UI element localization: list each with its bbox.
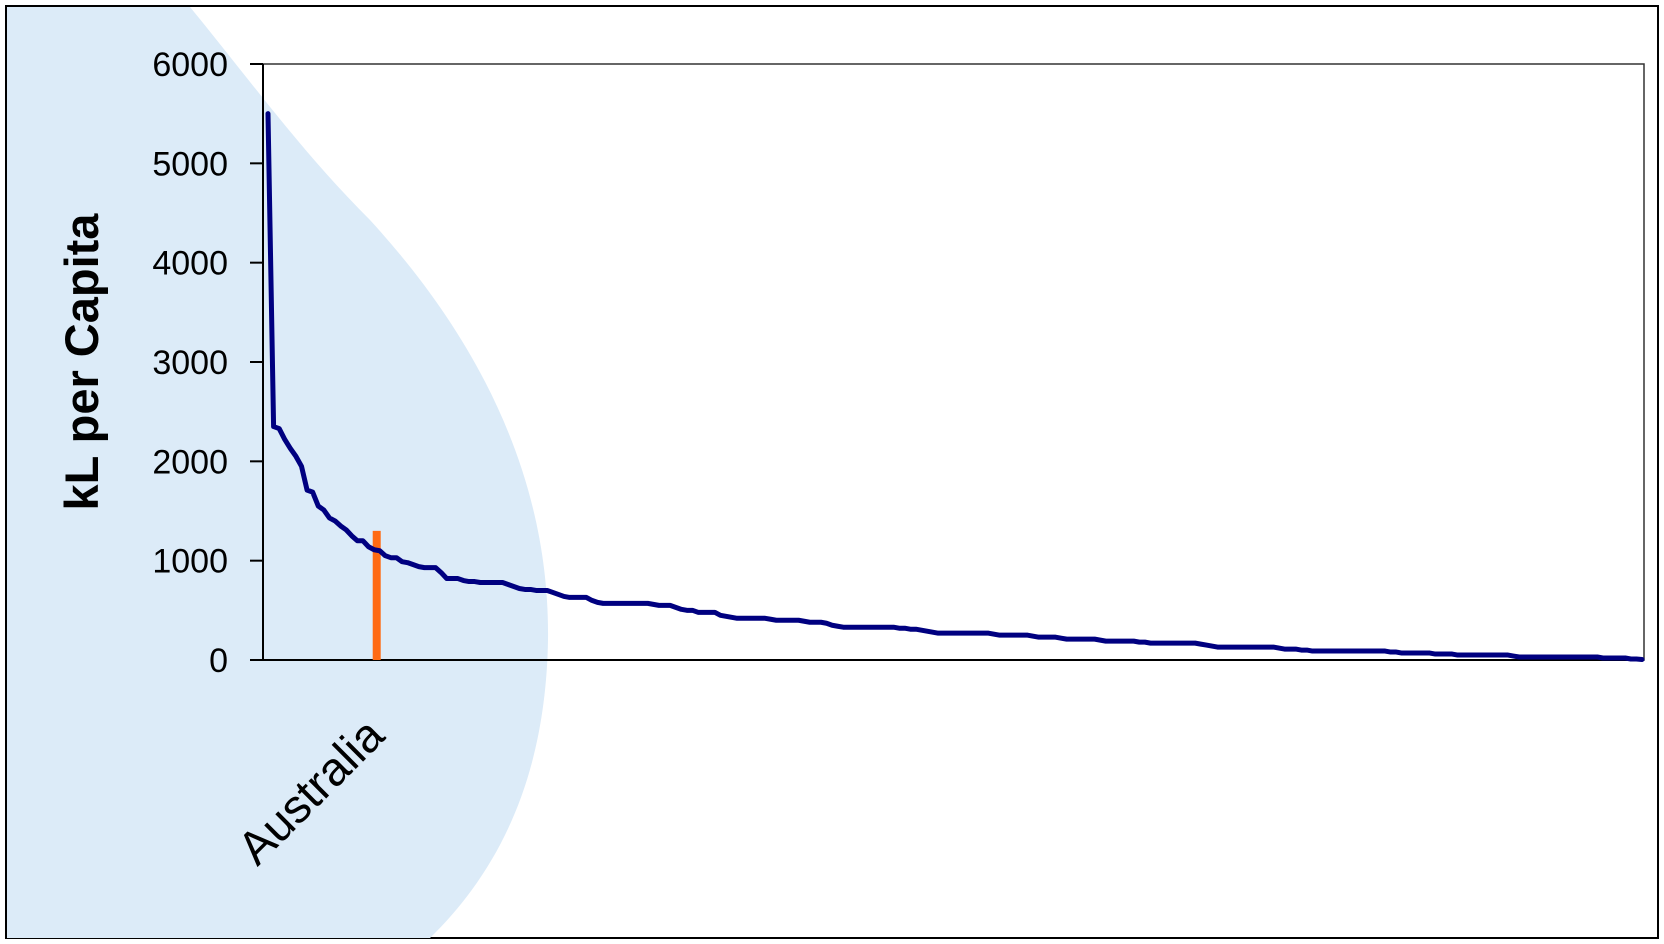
y-tick-label: 5000 [152, 145, 228, 183]
y-tick-label: 2000 [152, 443, 228, 481]
y-tick-label: 4000 [152, 245, 228, 283]
y-tick-label: 1000 [152, 543, 228, 581]
background-shape [7, 7, 549, 938]
y-tick-label: 3000 [152, 344, 228, 382]
series-line [265, 111, 1645, 662]
y-axis-title: kL per Capita [55, 213, 108, 511]
y-tick-label: 6000 [152, 46, 228, 84]
y-tick-label: 0 [209, 642, 228, 680]
y-ticks: 0 1000 2000 3000 4000 5000 6000 [152, 46, 263, 680]
